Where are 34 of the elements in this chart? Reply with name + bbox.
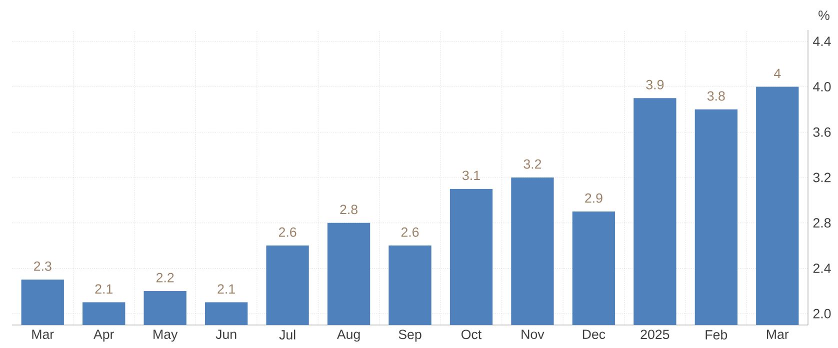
y-tick-label: 3.2 xyxy=(813,172,831,182)
data-label: 2.2 xyxy=(156,272,174,282)
x-tick-label: Oct xyxy=(461,330,482,340)
data-label: 3.8 xyxy=(707,91,725,101)
y-tick-label: 2.4 xyxy=(813,264,831,273)
data-label: 2.9 xyxy=(585,193,602,203)
x-tick-label: Aug xyxy=(336,330,360,342)
data-label: 2.6 xyxy=(401,227,419,237)
data-label: 3.2 xyxy=(524,159,542,169)
x-tick-label: 2025 xyxy=(640,330,670,340)
data-label: 2.6 xyxy=(278,227,296,237)
data-label: 2.1 xyxy=(218,284,235,294)
y-tick-label: 4.0 xyxy=(813,82,831,92)
x-tick-label: Dec xyxy=(582,330,606,339)
y-tick-label: 4.4 xyxy=(813,36,831,46)
y-axis-title: % xyxy=(818,10,830,20)
y-tick-label: 3.6 xyxy=(813,127,831,137)
y-tick-label: 2.0 xyxy=(813,308,831,318)
data-label: 4 xyxy=(774,68,781,78)
data-label: 3.9 xyxy=(646,80,664,90)
x-tick-label: Mar xyxy=(32,330,54,339)
x-tick-label: Nov xyxy=(522,330,544,339)
data-label: 2.8 xyxy=(340,204,358,214)
x-tick-label: Sep xyxy=(398,330,422,342)
x-tick-label: May xyxy=(154,330,178,342)
x-tick-label: Jul xyxy=(279,330,296,340)
x-tick-label: Jun xyxy=(216,330,236,339)
x-tick-label: Feb xyxy=(706,330,728,340)
y-tick-label: 2.8 xyxy=(813,218,831,228)
x-tick-label: Apr xyxy=(94,330,114,342)
data-label: 3.1 xyxy=(462,170,480,180)
data-label: 2.3 xyxy=(34,261,52,271)
data-label: 2.1 xyxy=(95,284,112,294)
x-tick-label: Mar xyxy=(766,330,789,339)
